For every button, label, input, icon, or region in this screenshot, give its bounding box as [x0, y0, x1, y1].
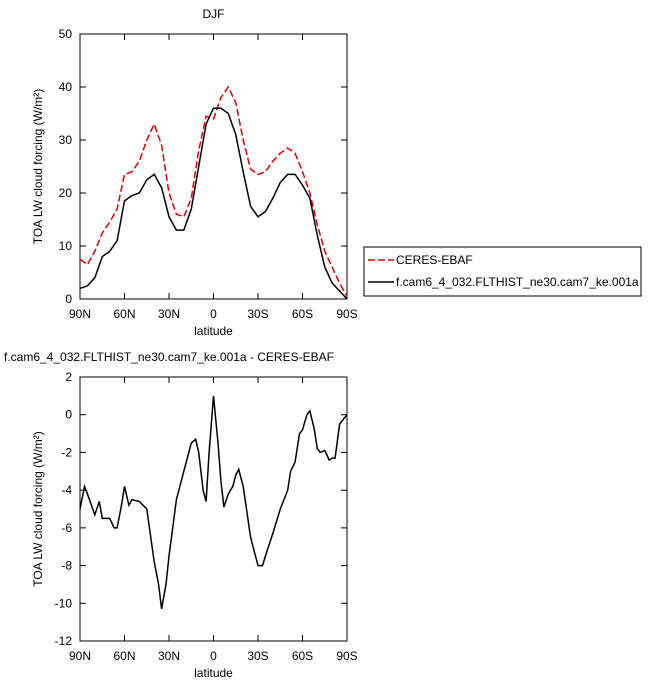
y-tick-label: 0 — [65, 408, 72, 422]
chart-title: f.cam6_4_032.FLTHIST_ne30.cam7_ke.001a -… — [4, 350, 334, 364]
x-axis-label: latitude — [194, 324, 233, 338]
x-tick-label: 60S — [292, 649, 313, 663]
x-tick-label: 90S — [336, 649, 357, 663]
x-tick-label: 60S — [292, 307, 313, 321]
x-tick-label: 30N — [158, 649, 180, 663]
y-tick-label: 30 — [59, 133, 73, 147]
data-line — [79, 107, 348, 300]
x-tick-label: 0 — [210, 307, 217, 321]
y-tick-label: -4 — [61, 483, 72, 497]
y-tick-label: -2 — [61, 445, 72, 459]
legend-box — [363, 246, 642, 297]
x-tick-label: 60N — [113, 307, 135, 321]
y-tick-label: 40 — [59, 80, 73, 94]
x-tick-label: 60N — [113, 649, 135, 663]
legend-label: CERES-EBAF — [396, 253, 473, 267]
y-tick-label: -10 — [55, 596, 73, 610]
y-tick-label: -6 — [61, 521, 72, 535]
chart-title: DJF — [203, 7, 225, 21]
x-tick-label: 90S — [336, 307, 357, 321]
x-tick-label: 30S — [247, 649, 268, 663]
y-tick-label: -12 — [55, 634, 73, 648]
x-tick-label: 30S — [247, 307, 268, 321]
x-tick-label: 30N — [158, 307, 180, 321]
y-axis-label: TOA LW cloud forcing (W/m²) — [31, 89, 45, 245]
x-axis-label: latitude — [194, 666, 233, 680]
y-tick-label: 10 — [59, 239, 73, 253]
data-line — [79, 85, 348, 297]
x-tick-label: 90N — [69, 649, 91, 663]
y-axis-label: TOA LW cloud forcing (W/m²) — [31, 431, 45, 587]
y-tick-label: -8 — [61, 559, 72, 573]
data-line — [79, 395, 348, 610]
plot-frame — [79, 33, 348, 300]
x-tick-label: 90N — [69, 307, 91, 321]
x-tick-label: 0 — [210, 649, 217, 663]
legend-label: f.cam6_4_032.FLTHIST_ne30.cam7_ke.001a — [396, 275, 639, 289]
y-tick-label: 20 — [59, 186, 73, 200]
y-tick-label: 2 — [65, 370, 72, 384]
y-tick-label: 50 — [59, 27, 73, 41]
y-tick-label: 0 — [65, 292, 72, 306]
